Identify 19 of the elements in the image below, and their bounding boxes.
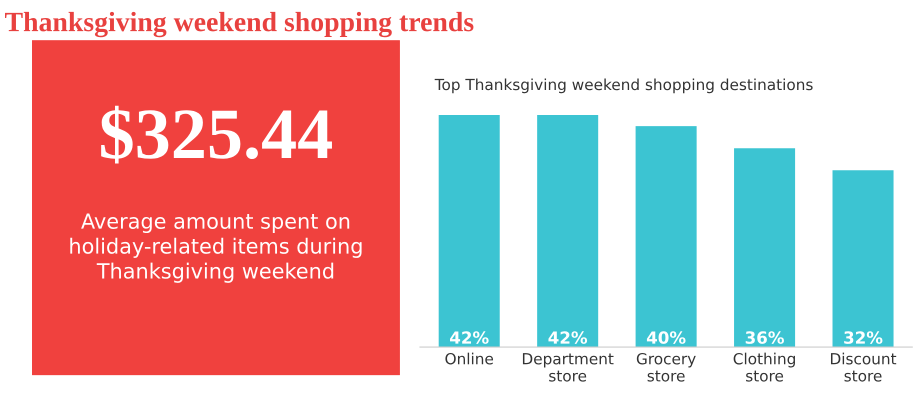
x-tick-label: Department store <box>522 353 614 382</box>
x-tick-label: Online <box>445 352 494 364</box>
text: $325.44 <box>101 106 332 164</box>
bar <box>438 115 500 348</box>
bar <box>734 148 796 348</box>
text: Average amount spent on holiday-related items during Thanksgiving weekend <box>70 213 362 283</box>
text: Thanksgiving weekend shopping trends <box>5 12 474 38</box>
data-label: 42% <box>548 331 588 344</box>
bar <box>636 126 697 348</box>
data-label: 32% <box>844 331 882 344</box>
data-label: 36% <box>746 331 784 344</box>
bar <box>537 115 598 348</box>
data-label: 42% <box>450 331 489 344</box>
x-tick-label: Clothing store <box>734 352 795 382</box>
chart-title: Top Thanksgiving weekend shopping destinations <box>434 78 813 94</box>
bar <box>832 170 894 348</box>
x-tick-label: Grocery store <box>636 352 696 382</box>
x-tick-label: Discount store <box>830 352 896 382</box>
data-label: 40% <box>646 331 686 344</box>
